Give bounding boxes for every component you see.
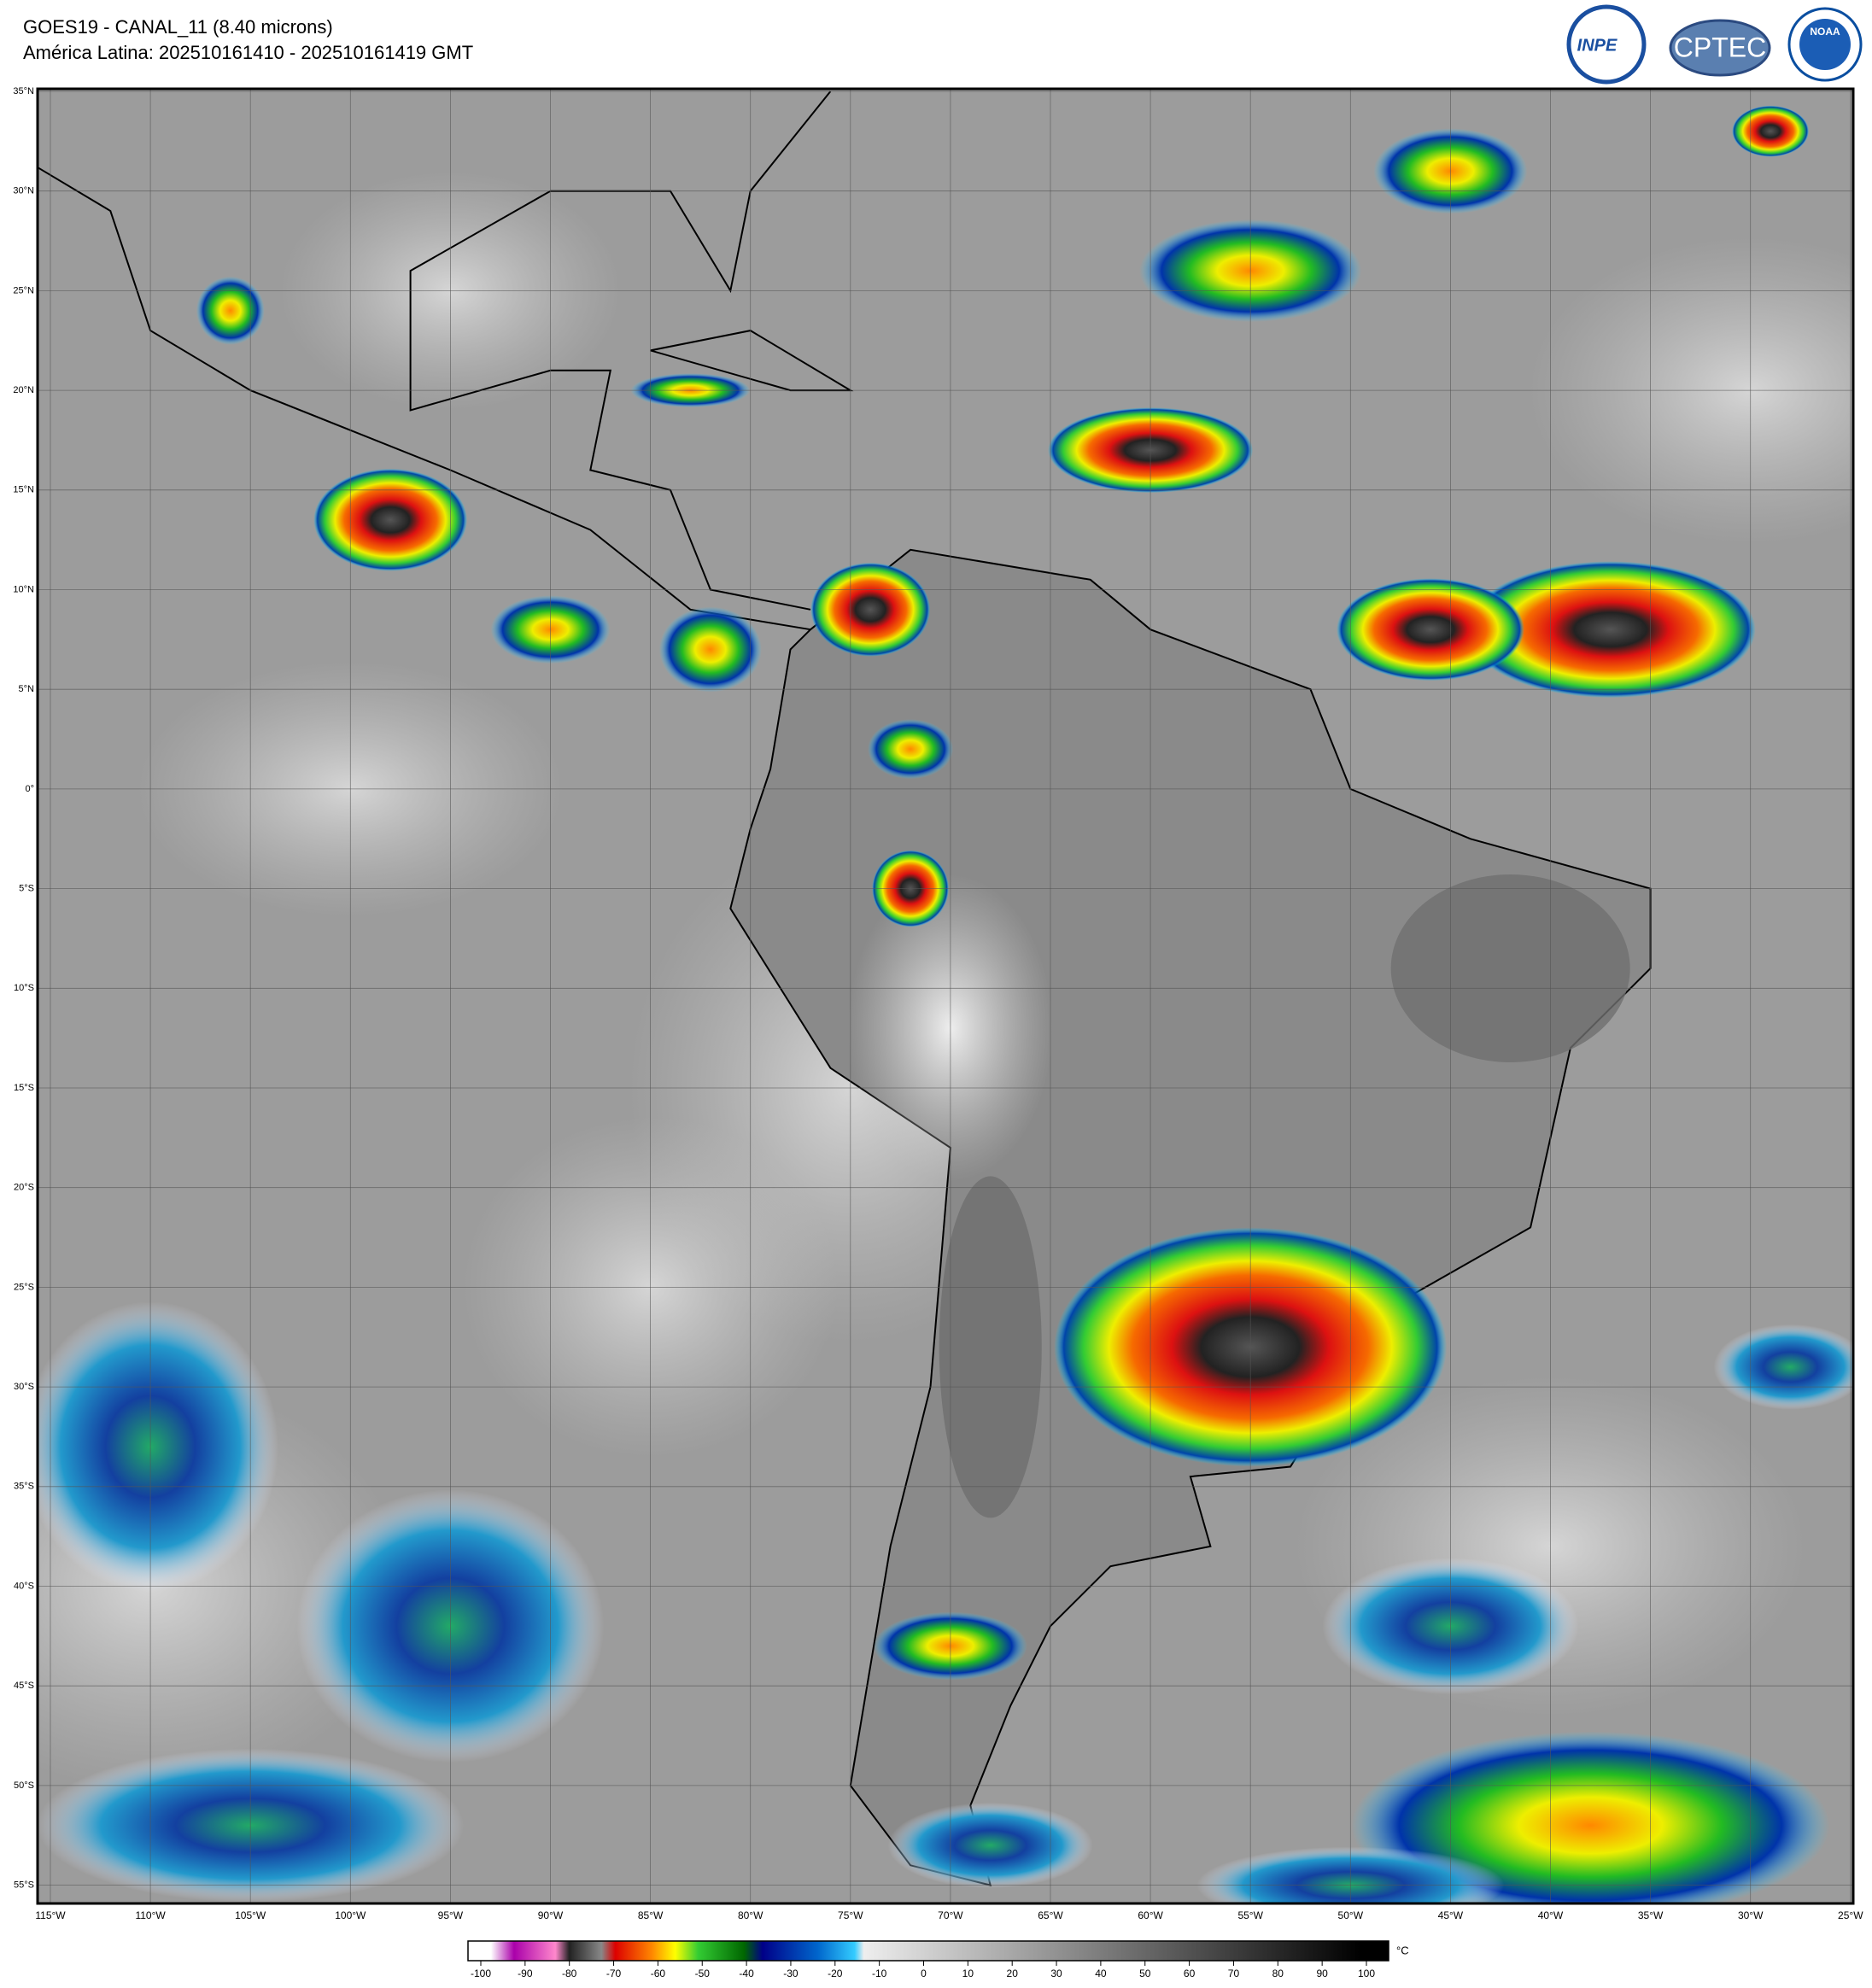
logo-shape	[1799, 19, 1851, 70]
lat-label: 25°N	[13, 285, 34, 295]
lat-label: 20°S	[14, 1183, 34, 1193]
logo-shape	[1566, 4, 1647, 85]
colorbar-tick-label: 20	[1007, 1968, 1019, 1979]
colorbar-tick-label: 10	[962, 1968, 974, 1979]
logo-inpe: INPE	[1566, 4, 1647, 85]
cloud-top	[658, 606, 762, 693]
colorbar-tick-label: 0	[921, 1968, 927, 1979]
cloud-top	[1351, 1731, 1830, 1903]
cloud-top	[1713, 1324, 1853, 1410]
lon-label: 25°W	[1838, 1909, 1863, 1921]
title: GOES19 - CANAL_11 (8.40 microns)	[23, 16, 333, 38]
colorbar: °C -100 -90 -80 -70 -60 -50 -40 -30 -20 -10 0 10 20 3…	[467, 1940, 1409, 1979]
lon-label: 50°W	[1338, 1909, 1364, 1921]
lon-label: 35°W	[1638, 1909, 1664, 1921]
logo-cptec: CPTEC	[1669, 19, 1771, 77]
lon-label: 90°W	[538, 1909, 564, 1921]
lon-label: 85°W	[638, 1909, 664, 1921]
colorbar-tick-label: -60	[651, 1968, 666, 1979]
colorbar-tick-label: 70	[1228, 1968, 1240, 1979]
colorbar-ramp	[467, 1940, 1389, 1962]
cloud-top	[1465, 561, 1756, 699]
lat-label: 15°N	[13, 485, 34, 495]
lon-label: 55°W	[1237, 1909, 1263, 1921]
lat-label: 5°N	[19, 684, 35, 694]
cloud-top	[810, 562, 931, 657]
lon-label: 105°W	[235, 1909, 266, 1921]
logo-shape	[1669, 19, 1771, 77]
subtitle: América Latina: 202510161410 - 202510161…	[23, 42, 473, 63]
lon-label: 95°W	[438, 1909, 464, 1921]
lon-label: 110°W	[135, 1909, 166, 1921]
lat-label: 30°S	[14, 1382, 34, 1392]
colorbar-tick-label: -50	[695, 1968, 711, 1979]
colorbar-tick-label: -80	[562, 1968, 577, 1979]
lat-label: 30°N	[13, 186, 34, 196]
logo-text: NOAA	[1810, 26, 1840, 38]
colorbar-tick-label: -40	[739, 1968, 754, 1979]
lon-label: 60°W	[1138, 1909, 1163, 1921]
lat-label: 50°S	[14, 1780, 34, 1791]
colorbar-tick-label: -30	[783, 1968, 799, 1979]
colorbar-tick-label: 60	[1184, 1968, 1196, 1979]
lat-label: 10°N	[13, 584, 34, 594]
cloud-top	[1732, 105, 1810, 157]
colorbar-tick-label: -70	[606, 1968, 622, 1979]
cloud-top	[1336, 578, 1524, 681]
lon-label: 45°W	[1438, 1909, 1464, 1921]
lat-label: 55°S	[14, 1880, 34, 1891]
colorbar-tick-label: 80	[1272, 1968, 1284, 1979]
cloud-top	[313, 468, 468, 571]
lat-label: 20°N	[13, 385, 34, 395]
lat-label: 5°S	[19, 884, 34, 894]
logo-noaa: NOAA	[1787, 7, 1863, 82]
lon-label: 65°W	[1038, 1909, 1063, 1921]
cloud-top	[38, 1301, 279, 1593]
colorbar-tick-label: 40	[1095, 1968, 1107, 1979]
colorbar-unit: °C	[1396, 1944, 1409, 1956]
colorbar-tick-label: 50	[1139, 1968, 1151, 1979]
logo-text: INPE	[1577, 36, 1618, 55]
colorbar-tick-label: 30	[1050, 1968, 1062, 1979]
lon-label: 115°W	[35, 1909, 66, 1921]
map-frame	[36, 87, 1855, 1905]
cloud-layers	[38, 89, 1853, 1903]
lat-label: 35°S	[14, 1482, 34, 1492]
satellite-map	[38, 89, 1853, 1903]
lat-label: 25°S	[14, 1282, 34, 1292]
lon-label: 80°W	[738, 1909, 763, 1921]
lat-label: 15°S	[14, 1083, 34, 1093]
lon-label: 100°W	[335, 1909, 366, 1921]
lat-label: 35°N	[13, 86, 34, 96]
lat-label: 45°S	[14, 1681, 34, 1691]
cloud-top	[868, 719, 954, 780]
colorbar-tick-label: -20	[828, 1968, 843, 1979]
colorbar-tick-label: 90	[1316, 1968, 1328, 1979]
colorbar-tick-label: -10	[872, 1968, 887, 1979]
colorbar-tick-label: -100	[471, 1968, 491, 1979]
lon-label: 70°W	[938, 1909, 963, 1921]
warm-surface	[1390, 874, 1630, 1062]
warm-surface	[939, 1176, 1042, 1518]
logo-text: CPTEC	[1674, 32, 1766, 62]
lon-label: 75°W	[838, 1909, 863, 1921]
lon-label: 40°W	[1538, 1909, 1564, 1921]
graticule-labels: 115°W 110°W 105°W 100°W 95°W 90°W 85°W 80°W 75°W…	[13, 86, 1863, 1921]
colorbar-tick-label: 100	[1358, 1968, 1375, 1979]
lat-label: 40°S	[14, 1581, 34, 1591]
colorbar-tick-label: -90	[518, 1968, 533, 1979]
lon-label: 30°W	[1738, 1909, 1764, 1921]
cloud-top	[196, 276, 265, 345]
cloud-top	[887, 1802, 1093, 1888]
lat-label: 10°S	[14, 983, 34, 993]
lat-label: 0°	[25, 784, 34, 794]
